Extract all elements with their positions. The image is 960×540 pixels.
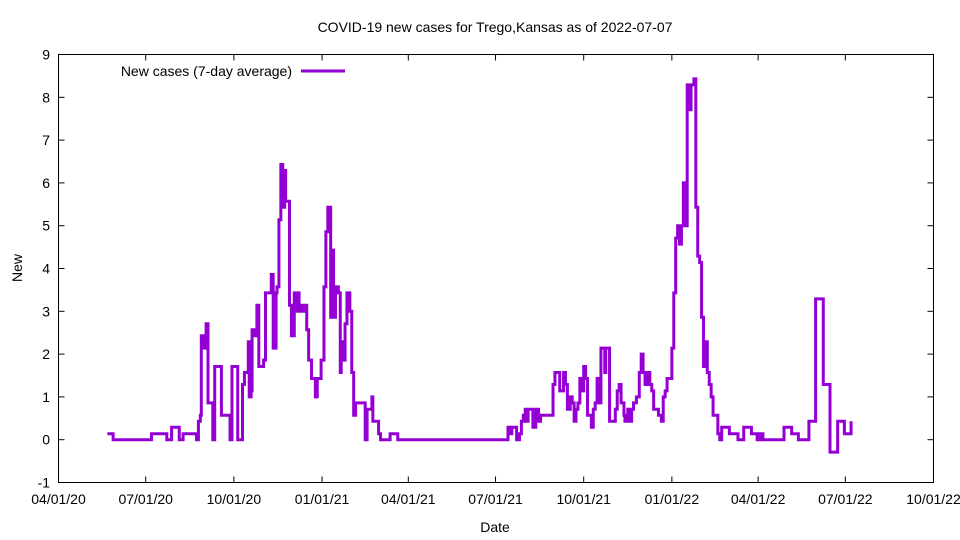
y-tick-label: 9 <box>42 47 50 63</box>
x-tick-label: 10/01/20 <box>207 491 262 507</box>
x-tick-label: 07/01/20 <box>118 491 173 507</box>
x-tick-label: 04/01/20 <box>31 491 86 507</box>
x-tick-label: 07/01/22 <box>818 491 873 507</box>
y-tick-label: 3 <box>42 303 50 319</box>
x-axis: 04/01/20 07/01/20 10/01/20 01/01/21 04/01/21… <box>31 54 960 507</box>
x-tick-label: 04/01/21 <box>381 491 436 507</box>
legend: New cases (7-day average) <box>121 63 345 79</box>
legend-label: New cases (7-day average) <box>121 63 292 79</box>
y-tick-label: 0 <box>42 432 50 448</box>
y-tick-label: 6 <box>42 175 50 191</box>
x-tick-label: 10/01/22 <box>906 491 960 507</box>
x-tick-label: 10/01/21 <box>556 491 611 507</box>
x-axis-label: Date <box>480 519 510 535</box>
y-axis-label: New <box>9 253 25 282</box>
x-tick-label: 04/01/22 <box>731 491 786 507</box>
y-tick-label: 8 <box>42 89 50 105</box>
y-tick-label: 7 <box>42 132 50 148</box>
y-tick-label: 4 <box>42 261 50 277</box>
chart-title: COVID-19 new cases for Trego,Kansas as o… <box>318 19 673 35</box>
x-tick-label: 01/01/21 <box>295 491 350 507</box>
series-line <box>107 77 853 454</box>
y-tick-label: -1 <box>38 475 51 491</box>
y-axis: -1 0 1 2 3 4 5 6 7 8 9 <box>38 47 934 491</box>
y-tick-label: 5 <box>42 218 50 234</box>
series-layer <box>107 77 853 454</box>
plot-frame <box>58 54 934 483</box>
x-tick-label: 07/01/21 <box>468 491 523 507</box>
x-tick-label: 01/01/22 <box>645 491 700 507</box>
y-tick-label: 1 <box>42 389 50 405</box>
y-tick-label: 2 <box>42 346 50 362</box>
